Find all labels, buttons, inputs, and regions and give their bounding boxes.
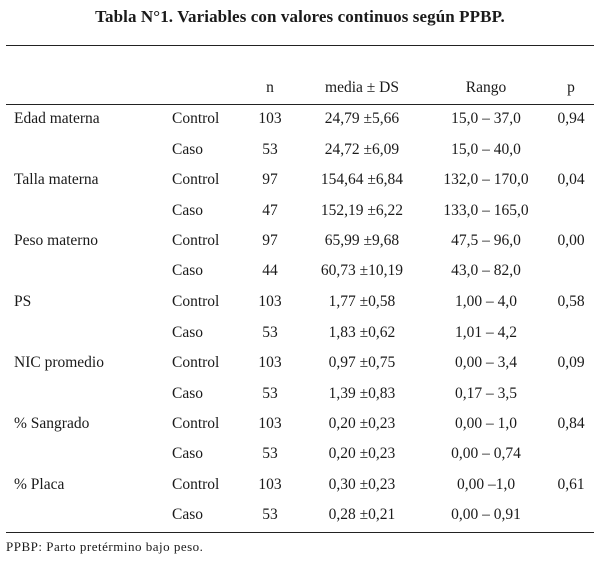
group-label: Caso bbox=[172, 506, 203, 523]
range-value: 132,0 – 170,0 bbox=[443, 171, 529, 188]
range-value: 0,17 – 3,5 bbox=[455, 385, 517, 402]
mean-sd-value: 24,79 ±5,66 bbox=[324, 110, 400, 127]
p-value: 0,58 bbox=[557, 293, 585, 310]
n-value: 53 bbox=[262, 385, 278, 402]
p-value: 0,09 bbox=[557, 354, 585, 371]
n-value: 44 bbox=[262, 262, 278, 279]
p-value: 0,94 bbox=[557, 110, 585, 127]
variable-name: % Placa bbox=[14, 476, 65, 493]
mean-sd-value: 60,73 ±10,19 bbox=[320, 262, 404, 279]
mean-sd-value: 24,72 ±6,09 bbox=[324, 141, 400, 158]
n-value: 97 bbox=[262, 171, 278, 188]
p-value: 0,04 bbox=[557, 171, 585, 188]
variable-name: NIC promedio bbox=[14, 354, 104, 371]
variable-name: PS bbox=[14, 293, 32, 310]
variable-name: Talla materna bbox=[14, 171, 99, 188]
group-label: Control bbox=[172, 354, 220, 371]
n-value: 103 bbox=[258, 415, 282, 432]
mean-sd-value: 0,30 ±0,23 bbox=[328, 476, 396, 493]
group-label: Control bbox=[172, 110, 220, 127]
p-value: 0,84 bbox=[557, 415, 585, 432]
n-value: 47 bbox=[262, 202, 278, 219]
n-value: 97 bbox=[262, 232, 278, 249]
group-label: Caso bbox=[172, 141, 203, 158]
header-rule bbox=[6, 104, 594, 105]
mean-sd-value: 0,20 ±0,23 bbox=[328, 445, 396, 462]
range-value: 47,5 – 96,0 bbox=[451, 232, 521, 249]
header-mean-sd: media ± DS bbox=[325, 79, 399, 96]
group-label: Caso bbox=[172, 385, 203, 402]
mean-sd-value: 0,97 ±0,75 bbox=[328, 354, 396, 371]
group-label: Caso bbox=[172, 324, 203, 341]
n-value: 53 bbox=[262, 506, 278, 523]
range-value: 0,00 – 0,91 bbox=[451, 506, 521, 523]
n-value: 103 bbox=[258, 476, 282, 493]
n-value: 53 bbox=[262, 324, 278, 341]
range-value: 0,00 – 0,74 bbox=[451, 445, 521, 462]
mean-sd-value: 0,28 ±0,21 bbox=[328, 506, 396, 523]
bottom-rule bbox=[6, 532, 594, 533]
range-value: 133,0 – 165,0 bbox=[443, 202, 529, 219]
range-value: 0,00 – 3,4 bbox=[455, 354, 517, 371]
range-value: 1,00 – 4,0 bbox=[455, 293, 517, 310]
group-label: Control bbox=[172, 415, 220, 432]
n-value: 53 bbox=[262, 141, 278, 158]
n-value: 103 bbox=[258, 354, 282, 371]
top-rule bbox=[6, 45, 594, 46]
group-label: Caso bbox=[172, 445, 203, 462]
mean-sd-value: 1,39 ±0,83 bbox=[328, 385, 396, 402]
group-label: Caso bbox=[172, 202, 203, 219]
range-value: 15,0 – 40,0 bbox=[451, 141, 521, 158]
n-value: 103 bbox=[258, 110, 282, 127]
header-n: n bbox=[266, 79, 274, 96]
variable-name: Edad materna bbox=[14, 110, 100, 127]
range-value: 1,01 – 4,2 bbox=[455, 324, 517, 341]
mean-sd-value: 1,83 ±0,62 bbox=[328, 324, 396, 341]
range-value: 0,00 –1,0 bbox=[456, 476, 516, 493]
mean-sd-value: 154,64 ±6,84 bbox=[320, 171, 404, 188]
group-label: Control bbox=[172, 293, 220, 310]
footnote: PPBP: Parto pretérmino bajo peso. bbox=[6, 539, 204, 554]
group-label: Control bbox=[172, 476, 220, 493]
variable-name: Peso materno bbox=[14, 232, 98, 249]
mean-sd-value: 0,20 ±0,23 bbox=[328, 415, 396, 432]
n-value: 103 bbox=[258, 293, 282, 310]
table-title: Tabla N°1. Variables con valores continu… bbox=[95, 7, 505, 26]
group-label: Control bbox=[172, 232, 220, 249]
variable-name: % Sangrado bbox=[14, 415, 90, 432]
mean-sd-value: 152,19 ±6,22 bbox=[320, 202, 404, 219]
range-value: 15,0 – 37,0 bbox=[451, 110, 521, 127]
header-range: Rango bbox=[465, 79, 507, 96]
range-value: 43,0 – 82,0 bbox=[451, 262, 521, 279]
header-p: p bbox=[567, 79, 575, 96]
p-value: 0,00 bbox=[557, 232, 585, 249]
n-value: 53 bbox=[262, 445, 278, 462]
range-value: 0,00 – 1,0 bbox=[455, 415, 517, 432]
p-value: 0,61 bbox=[557, 476, 585, 493]
group-label: Control bbox=[172, 171, 220, 188]
mean-sd-value: 65,99 ±9,68 bbox=[324, 232, 400, 249]
mean-sd-value: 1,77 ±0,58 bbox=[328, 293, 396, 310]
group-label: Caso bbox=[172, 262, 203, 279]
